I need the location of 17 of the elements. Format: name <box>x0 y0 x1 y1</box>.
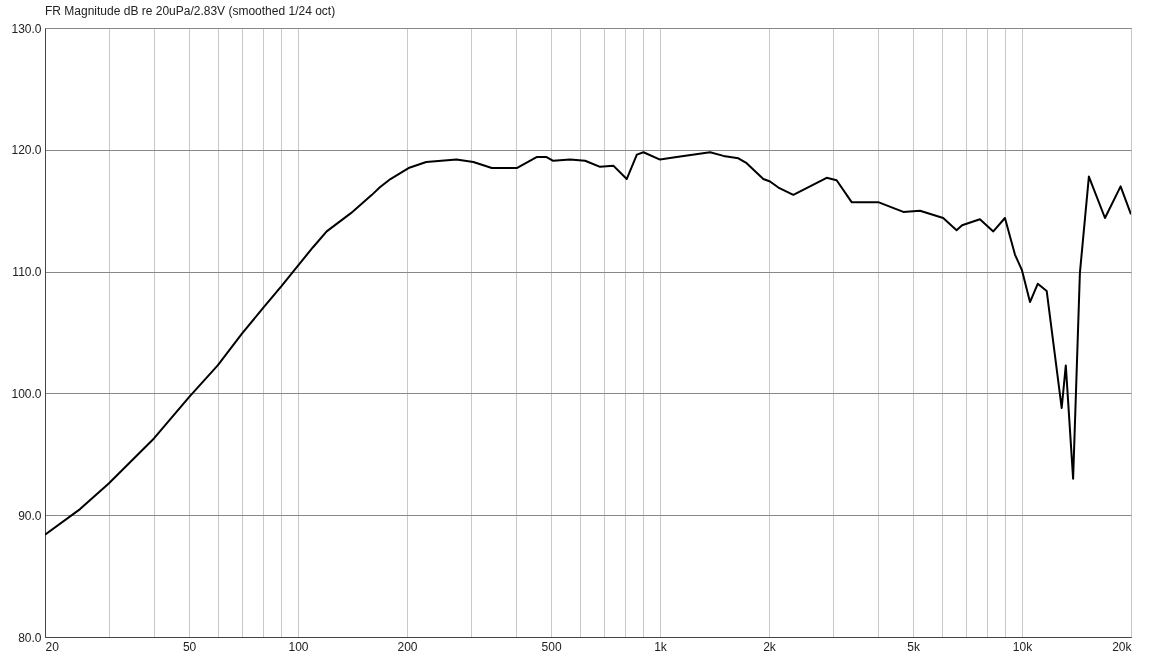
x-tick-label: 5k <box>907 639 921 654</box>
x-tick-label: 20k <box>1112 639 1133 654</box>
y-tick-label: 110.0 <box>12 265 42 280</box>
chart-title: FR Magnitude dB re 20uPa/2.83V (smoothed 1/24 oct) <box>45 4 336 18</box>
x-tick-label: 2k <box>763 639 777 654</box>
y-tick-label: 130.0 <box>11 21 42 36</box>
x-tick-label: 50 <box>182 639 197 654</box>
x-tick-label: 10k <box>1012 639 1034 654</box>
y-tick-label: 90.0 <box>18 508 42 523</box>
x-tick-label: 500 <box>541 639 562 654</box>
x-tick-label: 100 <box>288 639 309 654</box>
x-tick-label: 1k <box>654 639 668 654</box>
x-tick-label: 20 <box>45 639 60 654</box>
y-tick-label: 100.0 <box>11 386 42 401</box>
x-tick-label: 200 <box>397 639 418 654</box>
y-tick-label: 80.0 <box>18 630 42 645</box>
y-tick-label: 120.0 <box>11 143 42 158</box>
